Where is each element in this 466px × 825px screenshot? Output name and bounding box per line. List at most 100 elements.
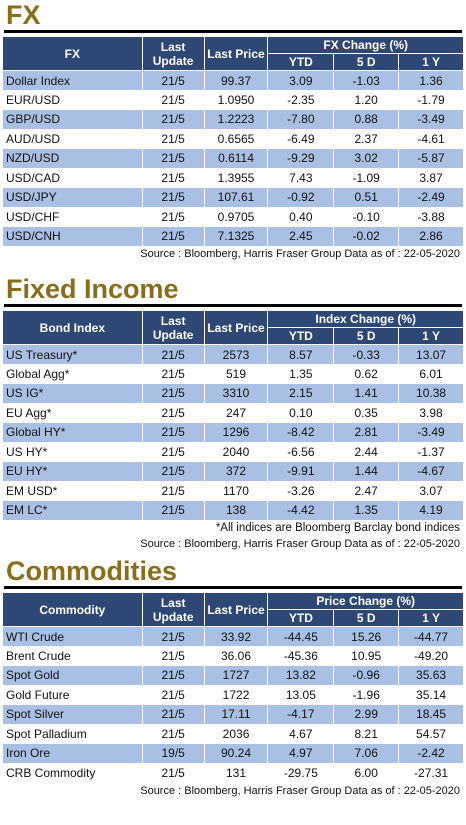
cell-ytd: 2.15 xyxy=(267,383,335,403)
commodities-source: Source : Bloomberg, Harris Fraser Group … xyxy=(140,784,460,797)
cell-name: US Treasury* xyxy=(2,344,143,364)
cell-price: 1296 xyxy=(203,422,269,442)
table-row: EU Agg* 21/5 247 0.10 0.35 3.98 xyxy=(2,403,464,423)
cell-price: 1727 xyxy=(203,665,269,685)
fixed-income-section: Fixed Income Bond Index Last Update Last… xyxy=(0,274,466,552)
fixed-income-table: Bond Index Last Update Last Price Index … xyxy=(2,310,464,520)
fi-header-change: Index Change (%) xyxy=(267,310,464,328)
cell-d5: 7.06 xyxy=(333,743,400,763)
cell-y1: -2.42 xyxy=(398,743,464,763)
commodities-section: Commodities Commodity Last Update Last P… xyxy=(0,556,466,799)
cell-y1: 3.98 xyxy=(398,403,464,423)
table-row: Brent Crude 21/5 36.06 -45.36 10.95 -49.20 xyxy=(2,646,464,666)
cell-y1: 1.36 xyxy=(398,70,464,90)
cell-price: 1170 xyxy=(203,481,269,501)
cell-update: 19/5 xyxy=(141,743,205,763)
cell-update: 21/5 xyxy=(141,685,205,705)
table-row: EM LC* 21/5 138 -4.42 1.35 4.19 xyxy=(2,500,464,520)
cell-d5: 3.02 xyxy=(333,148,400,168)
cell-d5: 6.00 xyxy=(333,763,400,783)
cell-ytd: 3.09 xyxy=(267,70,335,90)
com-header-last-price: Last Price xyxy=(203,592,269,627)
cell-name: USD/CAD xyxy=(2,168,143,188)
table-row: Spot Gold 21/5 1727 13.82 -0.96 35.63 xyxy=(2,665,464,685)
cell-ytd: -8.42 xyxy=(267,422,335,442)
fx-title-underline xyxy=(4,30,462,33)
cell-ytd: -9.29 xyxy=(267,148,335,168)
cell-y1: 18.45 xyxy=(398,704,464,724)
cell-price: 33.92 xyxy=(203,626,269,646)
com-header-1y: 1 Y xyxy=(398,609,464,627)
cell-ytd: 0.10 xyxy=(267,403,335,423)
cell-y1: 3.07 xyxy=(398,481,464,501)
cell-ytd: -45.36 xyxy=(267,646,335,666)
fi-header-last-update: Last Update xyxy=(141,310,205,345)
cell-update: 21/5 xyxy=(141,364,205,384)
cell-update: 21/5 xyxy=(141,626,205,646)
cell-price: 107.61 xyxy=(203,187,269,207)
cell-update: 21/5 xyxy=(141,226,205,246)
cell-price: 0.9705 xyxy=(203,207,269,227)
table-row: USD/CHF 21/5 0.9705 0.40 -0.10 -3.88 xyxy=(2,207,464,227)
cell-ytd: -44.45 xyxy=(267,626,335,646)
fixed-income-body: US Treasury* 21/5 2573 8.57 -0.33 13.07 Global… xyxy=(2,344,464,520)
table-row: US Treasury* 21/5 2573 8.57 -0.33 13.07 xyxy=(2,344,464,364)
fx-header-last-price: Last Price xyxy=(203,36,269,71)
cell-update: 21/5 xyxy=(141,481,205,501)
cell-price: 1.0950 xyxy=(203,90,269,110)
table-row: US IG* 21/5 3310 2.15 1.41 10.38 xyxy=(2,383,464,403)
cell-y1: -5.87 xyxy=(398,148,464,168)
fx-header-change: FX Change (%) xyxy=(267,36,464,54)
fixed-income-source: Source : Bloomberg, Harris Fraser Group … xyxy=(140,538,460,550)
cell-name: US IG* xyxy=(2,383,143,403)
cell-ytd: 13.05 xyxy=(267,685,335,705)
table-row: EUR/USD 21/5 1.0950 -2.35 1.20 -1.79 xyxy=(2,90,464,110)
table-row: WTI Crude 21/5 33.92 -44.45 15.26 -44.77 xyxy=(2,626,464,646)
cell-ytd: -9.91 xyxy=(267,461,335,481)
fx-header-5d: 5 D xyxy=(333,53,400,71)
cell-update: 21/5 xyxy=(141,207,205,227)
com-header-last-update: Last Update xyxy=(141,592,205,627)
cell-update: 21/5 xyxy=(141,500,205,520)
cell-price: 2036 xyxy=(203,724,269,744)
cell-y1: 6.01 xyxy=(398,364,464,384)
cell-ytd: 4.67 xyxy=(267,724,335,744)
cell-update: 21/5 xyxy=(141,90,205,110)
table-row: USD/JPY 21/5 107.61 -0.92 0.51 -2.49 xyxy=(2,187,464,207)
cell-price: 1.2223 xyxy=(203,109,269,129)
cell-y1: 3.87 xyxy=(398,168,464,188)
fx-table: FX Last Update Last Price FX Change (%) … xyxy=(2,36,464,246)
cell-price: 2573 xyxy=(203,344,269,364)
fi-header-last-price: Last Price xyxy=(203,310,269,345)
cell-name: NZD/USD xyxy=(2,148,143,168)
table-row: EM USD* 21/5 1170 -3.26 2.47 3.07 xyxy=(2,481,464,501)
cell-name: Spot Gold xyxy=(2,665,143,685)
cell-update: 21/5 xyxy=(141,461,205,481)
cell-d5: -1.03 xyxy=(333,70,400,90)
cell-y1: 35.14 xyxy=(398,685,464,705)
cell-y1: -4.67 xyxy=(398,461,464,481)
cell-name: Global HY* xyxy=(2,422,143,442)
cell-y1: 2.86 xyxy=(398,226,464,246)
fi-header-ytd: YTD xyxy=(267,327,335,345)
cell-y1: 35.63 xyxy=(398,665,464,685)
cell-name: USD/CNH xyxy=(2,226,143,246)
cell-y1: -1.37 xyxy=(398,442,464,462)
cell-y1: -27.31 xyxy=(398,763,464,783)
cell-d5: -0.02 xyxy=(333,226,400,246)
fixed-income-note: *All indices are Bloomberg Barclay bond … xyxy=(215,522,460,534)
cell-name: Dollar Index xyxy=(2,70,143,90)
cell-d5: 1.44 xyxy=(333,461,400,481)
commodities-table: Commodity Last Update Last Price Price C… xyxy=(2,592,464,783)
cell-price: 131 xyxy=(203,763,269,783)
table-row: USD/CNH 21/5 7.1325 2.45 -0.02 2.86 xyxy=(2,226,464,246)
fi-header-name: Bond Index xyxy=(2,310,143,345)
cell-name: EM LC* xyxy=(2,500,143,520)
cell-d5: 2.44 xyxy=(333,442,400,462)
cell-d5: -1.09 xyxy=(333,168,400,188)
fi-header-5d: 5 D xyxy=(333,327,400,345)
cell-name: WTI Crude xyxy=(2,626,143,646)
cell-ytd: -29.75 xyxy=(267,763,335,783)
cell-price: 1722 xyxy=(203,685,269,705)
cell-d5: 1.35 xyxy=(333,500,400,520)
